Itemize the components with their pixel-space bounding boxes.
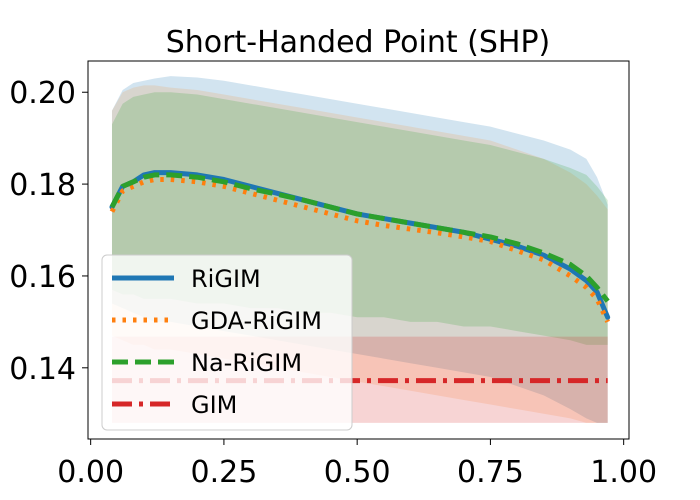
y-tick-label: 0.20 — [9, 76, 76, 111]
x-tick-label: 0.25 — [191, 455, 258, 490]
x-tick-label: 0.75 — [457, 455, 524, 490]
y-tick-label: 0.18 — [9, 168, 76, 203]
x-tick-label: 0.00 — [57, 455, 124, 490]
y-axis: 0.14 0.16 0.18 0.20 — [9, 76, 88, 387]
chart-title: Short-Handed Point (SHP) — [166, 25, 551, 60]
legend-label-gim: GIM — [191, 391, 237, 419]
x-tick-label: 0.50 — [324, 455, 391, 490]
line-na-rigim — [109, 172, 610, 303]
legend: RiGIM GDA-RiGIM Na-RiGIM GIM — [101, 254, 353, 431]
x-tick-label: 1.00 — [590, 455, 657, 490]
band-rigim — [111, 76, 608, 423]
line-gda-rigim — [109, 177, 610, 323]
legend-box — [101, 254, 353, 431]
plot-frame — [87, 60, 630, 440]
y-tick-label: 0.14 — [9, 352, 76, 387]
x-axis: 0.00 0.25 0.50 0.75 1.00 — [57, 439, 657, 490]
legend-label-rigim: RiGIM — [191, 265, 261, 293]
y-tick-label: 0.16 — [9, 260, 76, 295]
legend-label-na-rigim: Na-RiGIM — [191, 349, 302, 377]
legend-label-gda-rigim: GDA-RiGIM — [191, 307, 322, 335]
